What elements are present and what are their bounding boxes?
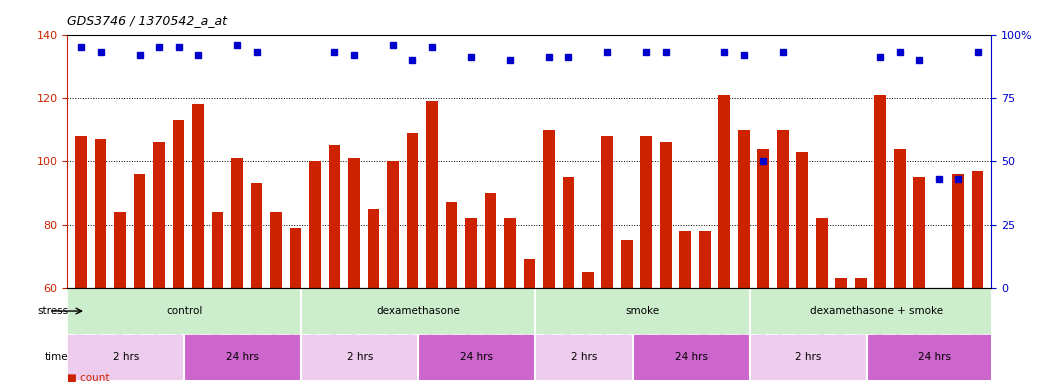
Bar xyxy=(543,129,554,288)
Bar xyxy=(250,184,263,288)
Text: 2 hrs: 2 hrs xyxy=(795,352,821,362)
Text: smoke: smoke xyxy=(625,306,659,316)
Bar xyxy=(290,228,301,288)
Bar xyxy=(582,272,594,288)
Text: 2 hrs: 2 hrs xyxy=(113,352,139,362)
Bar xyxy=(621,240,633,288)
Text: dexamethasone: dexamethasone xyxy=(377,306,460,316)
Bar xyxy=(445,202,458,288)
Bar xyxy=(76,136,87,288)
Bar xyxy=(114,212,126,288)
Bar xyxy=(367,209,379,288)
Bar xyxy=(134,174,145,288)
Bar xyxy=(894,149,905,288)
Bar xyxy=(699,231,711,288)
Text: 24 hrs: 24 hrs xyxy=(226,352,260,362)
Bar xyxy=(913,177,925,288)
Bar xyxy=(485,193,496,288)
Bar xyxy=(776,129,789,288)
Bar xyxy=(426,101,438,288)
Bar xyxy=(855,278,867,288)
Text: 2 hrs: 2 hrs xyxy=(347,352,373,362)
Bar xyxy=(749,288,1003,334)
Bar xyxy=(67,334,185,380)
Text: ■ count: ■ count xyxy=(67,373,110,383)
Bar xyxy=(933,288,945,319)
Text: time: time xyxy=(45,352,69,362)
Bar xyxy=(504,218,516,288)
Bar xyxy=(523,260,536,288)
Bar xyxy=(952,174,964,288)
Bar xyxy=(172,120,185,288)
Bar xyxy=(154,142,165,288)
Bar xyxy=(718,95,730,288)
Bar xyxy=(749,334,867,380)
Bar xyxy=(972,171,983,288)
Bar xyxy=(867,334,1003,380)
Bar xyxy=(660,142,672,288)
Text: 24 hrs: 24 hrs xyxy=(919,352,951,362)
Text: 24 hrs: 24 hrs xyxy=(675,352,708,362)
Bar xyxy=(270,212,282,288)
Bar xyxy=(874,95,886,288)
Bar xyxy=(680,231,691,288)
Bar xyxy=(231,158,243,288)
Bar xyxy=(407,133,418,288)
Bar xyxy=(758,149,769,288)
Bar xyxy=(94,139,107,288)
Bar xyxy=(348,158,360,288)
Bar xyxy=(185,334,301,380)
Text: dexamethasone + smoke: dexamethasone + smoke xyxy=(810,306,943,316)
Bar xyxy=(67,288,301,334)
Bar xyxy=(738,129,749,288)
Text: 2 hrs: 2 hrs xyxy=(571,352,597,362)
Bar xyxy=(816,218,827,288)
Bar xyxy=(329,146,340,288)
Bar xyxy=(309,161,321,288)
Bar xyxy=(192,104,203,288)
Text: GDS3746 / 1370542_a_at: GDS3746 / 1370542_a_at xyxy=(67,14,227,27)
Bar xyxy=(465,218,476,288)
Bar xyxy=(536,288,749,334)
Bar xyxy=(418,334,536,380)
Bar xyxy=(536,334,633,380)
Bar xyxy=(212,212,223,288)
Bar xyxy=(563,177,574,288)
Bar xyxy=(836,278,847,288)
Bar xyxy=(387,161,399,288)
Bar xyxy=(601,136,613,288)
Bar xyxy=(640,136,652,288)
Bar xyxy=(633,334,749,380)
Text: stress: stress xyxy=(37,306,69,316)
Bar xyxy=(796,152,809,288)
Text: 24 hrs: 24 hrs xyxy=(460,352,493,362)
Text: control: control xyxy=(166,306,202,316)
Bar xyxy=(301,334,418,380)
Bar xyxy=(301,288,536,334)
